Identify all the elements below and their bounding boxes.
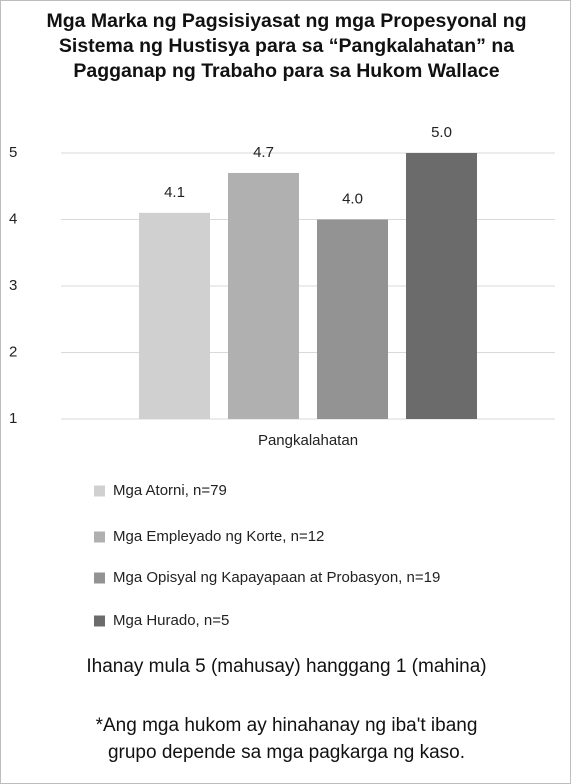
legend-label: Mga Opisyal ng Kapayapaan at Probasyon, … (113, 569, 440, 586)
footnote: *Ang mga hukom ay hinahanay ng iba't iba… (95, 715, 478, 763)
bar (139, 212, 210, 419)
y-tick-label: 4 (9, 210, 17, 227)
y-tick-label: 5 (9, 144, 17, 161)
chart-title: Mga Marka ng Pagsisiyasat ng mga Propesy… (46, 10, 527, 82)
x-tick-label: Pangkalahatan (258, 432, 358, 449)
value-label: 4.0 (342, 190, 363, 207)
legend-swatch (94, 531, 105, 543)
annotation: Ihanay mula 5 (mahusay) hanggang 1 (mahi… (86, 656, 487, 677)
value-label: 4.7 (253, 144, 274, 161)
legend-swatch (94, 485, 105, 497)
y-tick-label: 1 (9, 410, 17, 427)
legend-label: Mga Hurado, n=5 (113, 612, 229, 629)
legend-swatch (94, 572, 105, 584)
value-label: 5.0 (431, 124, 452, 141)
bar (317, 219, 388, 419)
legend-swatch (94, 615, 105, 627)
y-tick-label: 2 (9, 343, 17, 360)
bar (406, 153, 477, 419)
value-label: 4.1 (164, 184, 185, 201)
legend-label: Mga Atorni, n=79 (113, 482, 227, 499)
y-tick-label: 3 (9, 277, 17, 294)
bar (228, 172, 299, 419)
legend-label: Mga Empleyado ng Korte, n=12 (113, 528, 324, 545)
